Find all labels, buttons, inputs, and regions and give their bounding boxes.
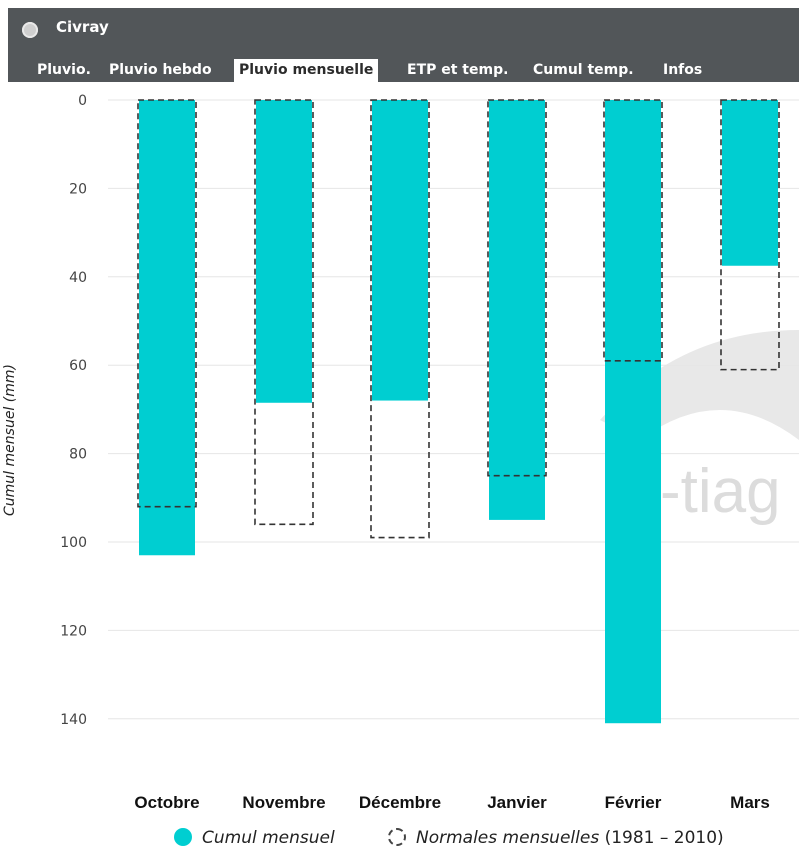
window-titlebar: Civray	[8, 8, 799, 54]
bar-cumul-4	[605, 100, 661, 724]
legend-label-normales: Normales mensuelles	[416, 828, 600, 848]
tab-pluvio-mensuelle[interactable]: Pluvio mensuelle	[234, 59, 379, 82]
bar-cumul-1	[256, 100, 312, 403]
y-tick-label: 0	[78, 93, 87, 109]
bar-cumul-5	[722, 100, 778, 266]
station-status-icon	[22, 22, 38, 38]
watermark-text: -tiag	[660, 457, 781, 526]
y-tick-label: 60	[69, 358, 87, 374]
x-tick-label: Janvier	[487, 793, 547, 812]
tab-pluvio[interactable]: Pluvio.	[37, 62, 91, 78]
legend-label-normales-period: (1981 – 2010)	[599, 828, 724, 848]
tab-cumul-temp[interactable]: Cumul temp.	[533, 62, 634, 78]
bar-normale-5	[720, 99, 780, 371]
tab-infos[interactable]: Infos	[663, 62, 703, 78]
y-tick-label: 20	[69, 181, 87, 197]
normals	[137, 99, 780, 539]
y-ticks: 0 20 40 60 80 100 120 140	[60, 93, 87, 728]
legend-item-normales[interactable]: Normales mensuelles (1981 – 2010)	[388, 828, 724, 848]
bar-cumul-0	[139, 100, 195, 556]
x-tick-label: Février	[605, 793, 662, 812]
bar-normale-3	[487, 99, 547, 477]
y-tick-label: 80	[69, 447, 87, 463]
rainfall-chart: -tiag 0 20 40 60 80 100 120 140 Octobre Novembre…	[60, 93, 799, 812]
bar-normale-2	[370, 99, 430, 539]
bar-cumul-3	[489, 100, 545, 520]
y-tick-label: 140	[60, 712, 87, 728]
x-tick-label: Novembre	[242, 793, 325, 812]
bars	[139, 100, 778, 724]
x-ticks: Octobre Novembre Décembre Janvier Février Mar…	[134, 793, 769, 812]
grid	[108, 99, 799, 720]
bar-cumul-2	[372, 100, 428, 401]
tab-bar: Pluvio. Pluvio hebdo Pluvio mensuelle ET…	[8, 54, 799, 82]
legend-swatch-cumul-icon	[174, 828, 192, 846]
tab-etp-et-temp[interactable]: ETP et temp.	[407, 62, 509, 78]
legend-item-cumul[interactable]: Cumul mensuel	[174, 828, 335, 848]
x-tick-label: Décembre	[359, 793, 441, 812]
y-tick-label: 40	[69, 270, 87, 286]
tab-pluvio-hebdo[interactable]: Pluvio hebdo	[109, 62, 212, 78]
window-title: Civray	[56, 18, 109, 36]
bar-normale-0	[137, 99, 197, 508]
x-tick-label: Octobre	[134, 793, 199, 812]
bar-normale-1	[254, 99, 314, 526]
legend: Cumul mensuel Normales mensuelles (1981 …	[0, 824, 799, 850]
x-tick-label: Mars	[730, 793, 770, 812]
legend-swatch-normales-icon	[388, 828, 406, 846]
y-tick-label: 120	[60, 623, 87, 639]
y-tick-label: 100	[60, 535, 87, 551]
legend-label-cumul: Cumul mensuel	[202, 828, 335, 848]
